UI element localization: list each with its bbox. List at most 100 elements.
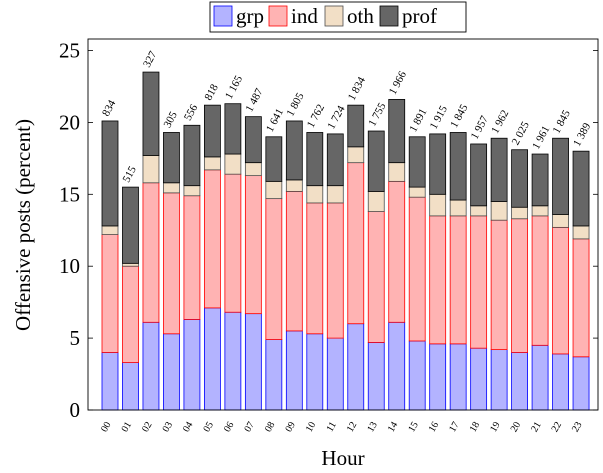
bar-segment (367, 130, 385, 192)
bar-segment (511, 218, 529, 353)
bar-segment (531, 344, 549, 411)
bar-label: 1 805 (284, 90, 306, 118)
bar-label: 834 (100, 98, 119, 119)
x-tick-label: 18 (468, 420, 483, 434)
bar-segment (285, 330, 303, 411)
bar-segment (572, 356, 590, 411)
bar-segment (326, 185, 344, 204)
bar-segment (470, 215, 488, 349)
bar-segment (552, 214, 569, 228)
x-tick-label: 04 (181, 420, 196, 434)
bar-segment (511, 352, 529, 411)
bar-segment (244, 175, 262, 315)
bar-segment (490, 349, 508, 411)
bar-segment (203, 307, 221, 411)
bar-segment (285, 191, 303, 332)
bar-label: 1 962 (489, 108, 511, 135)
bar-segment (388, 180, 406, 323)
bar-label: 1 957 (469, 113, 491, 141)
bar-segment (101, 225, 119, 235)
bar-segment (572, 238, 590, 358)
x-tick-label: 01 (120, 420, 135, 434)
bar-label: 1 641 (264, 107, 286, 134)
bar-label: 556 (182, 102, 201, 123)
bar-segment (163, 132, 180, 184)
bar-segment (326, 133, 344, 187)
bar-label: 1 762 (305, 102, 327, 129)
legend-swatch (379, 5, 399, 27)
plot-frame (87, 38, 599, 411)
bar-segment (347, 146, 365, 164)
bar-segment (203, 104, 221, 158)
bar-segment (408, 340, 426, 411)
legend-label: grp (236, 4, 264, 28)
bar-segment (367, 211, 385, 343)
bar-segment (408, 186, 426, 198)
bar-segment (470, 347, 488, 411)
legend: grp ind oth prof (209, 1, 467, 33)
x-tick-label: 02 (140, 420, 155, 434)
y-tick-label: 5 (70, 326, 81, 350)
x-tick-label: 13 (365, 420, 380, 434)
bar-label: 515 (121, 164, 140, 185)
x-tick-label: 00 (99, 420, 114, 434)
x-tick-label: 23 (570, 420, 585, 434)
bar-segment (449, 132, 467, 201)
bar-segment (388, 98, 406, 164)
bar-segment (203, 169, 221, 309)
x-tick-label: 06 (222, 420, 237, 434)
bar-label: 1 755 (366, 101, 388, 129)
bar-segment (347, 104, 365, 148)
legend-swatch (213, 5, 233, 27)
bar-segment (142, 71, 160, 156)
bar-segment (306, 185, 324, 204)
x-tick-label: 17 (447, 420, 462, 434)
x-tick-label: 11 (325, 420, 339, 434)
bar-segment (244, 313, 262, 411)
bar-segment (531, 205, 549, 217)
legend-swatch (324, 5, 344, 27)
y-tick-label: 0 (70, 398, 81, 422)
legend-label: prof (402, 4, 437, 28)
bar-segment (142, 155, 160, 184)
bar-label: 305 (161, 109, 180, 130)
bar-label: 327 (141, 49, 160, 70)
bar-segment (183, 124, 201, 187)
x-tick-label: 14 (386, 420, 401, 434)
y-axis-label: Offensive posts (percent) (11, 119, 35, 331)
bar-label: 818 (202, 82, 221, 103)
bar-segment (490, 137, 508, 202)
bar-segment (511, 206, 529, 220)
x-tick-label: 08 (263, 420, 278, 434)
bar-segment (265, 198, 283, 340)
x-axis-label: Hour (321, 446, 364, 470)
bar-segment (142, 321, 160, 411)
bar-label: 1 724 (325, 103, 347, 131)
x-tick-label: 07 (242, 420, 257, 434)
bar-segment (449, 199, 467, 217)
x-tick-label: 22 (550, 420, 565, 434)
bar-segment (122, 262, 139, 267)
bar-segment (470, 143, 488, 207)
bar-segment (511, 149, 529, 208)
bar-segment (101, 120, 119, 227)
bar-segment (306, 132, 324, 187)
x-tick-label: 05 (201, 420, 216, 434)
bar-segment (572, 150, 590, 227)
bar-segment (265, 136, 283, 182)
bar-segment (122, 265, 139, 363)
bar-segment (572, 225, 590, 240)
bar-segment (244, 116, 262, 164)
bar-segment (408, 136, 426, 188)
y-tick-label: 25 (59, 39, 80, 63)
x-tick-label: 09 (283, 420, 298, 434)
x-tick-label: 21 (529, 420, 544, 434)
bar-segment (347, 323, 365, 411)
bar-segment (429, 343, 447, 411)
bar-segment (347, 162, 365, 325)
bar-segment (388, 321, 406, 411)
bar-segment (183, 185, 201, 197)
bar-segment (429, 215, 447, 345)
y-tick-label: 10 (59, 254, 80, 278)
